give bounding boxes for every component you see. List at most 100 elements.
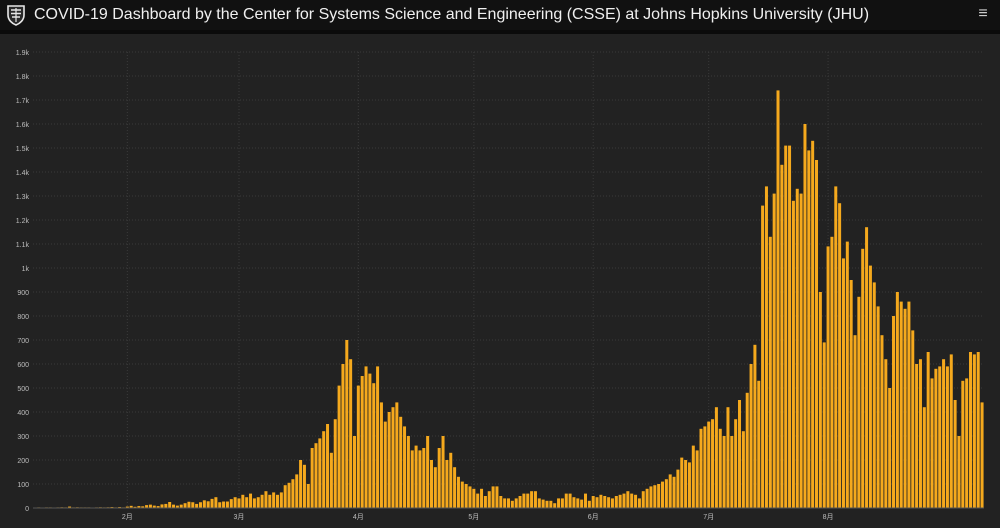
bar[interactable] (287, 482, 291, 508)
bar[interactable] (560, 498, 564, 508)
bar[interactable] (915, 364, 919, 508)
bar[interactable] (861, 248, 865, 509)
bar[interactable] (626, 491, 630, 508)
bar[interactable] (295, 474, 299, 508)
bar[interactable] (976, 352, 980, 508)
bar[interactable] (480, 488, 484, 508)
bar[interactable] (980, 402, 984, 508)
bar[interactable] (364, 366, 368, 508)
bar[interactable] (164, 503, 168, 508)
bar[interactable] (391, 407, 395, 508)
bar[interactable] (429, 460, 433, 508)
bar[interactable] (795, 188, 799, 509)
bar[interactable] (764, 186, 768, 508)
bar[interactable] (903, 308, 907, 508)
bar[interactable] (168, 502, 172, 508)
bar[interactable] (433, 467, 437, 508)
bar[interactable] (949, 354, 953, 508)
bar[interactable] (815, 160, 819, 508)
bar[interactable] (368, 373, 372, 508)
bar[interactable] (537, 498, 541, 508)
bar[interactable] (449, 452, 453, 508)
bar[interactable] (426, 436, 430, 508)
bar[interactable] (791, 200, 795, 509)
bar[interactable] (822, 342, 826, 508)
bar[interactable] (387, 412, 391, 508)
bar[interactable] (318, 438, 322, 508)
bar[interactable] (518, 496, 522, 508)
bar[interactable] (892, 316, 896, 508)
bar[interactable] (899, 301, 903, 508)
bar[interactable] (237, 498, 241, 508)
bar[interactable] (614, 496, 618, 508)
bar[interactable] (668, 474, 672, 508)
bar[interactable] (799, 193, 803, 508)
bar[interactable] (522, 493, 526, 508)
bar[interactable] (337, 385, 341, 508)
bar[interactable] (657, 484, 661, 508)
bar[interactable] (410, 450, 414, 508)
bar[interactable] (202, 500, 206, 508)
bar[interactable] (352, 436, 356, 508)
bar[interactable] (857, 296, 861, 508)
bar[interactable] (965, 378, 969, 508)
bar[interactable] (191, 502, 195, 508)
bar[interactable] (803, 124, 807, 508)
bar[interactable] (125, 506, 129, 508)
bar[interactable] (942, 359, 946, 508)
bar[interactable] (275, 494, 279, 508)
bar[interactable] (310, 448, 314, 508)
bar[interactable] (314, 443, 318, 508)
bar[interactable] (329, 452, 333, 508)
bar[interactable] (175, 505, 179, 508)
bar[interactable] (922, 407, 926, 508)
bar[interactable] (218, 502, 222, 508)
bar[interactable] (953, 400, 957, 508)
bar[interactable] (757, 380, 761, 508)
bar[interactable] (957, 436, 961, 508)
bar[interactable] (564, 493, 568, 508)
bar[interactable] (641, 491, 645, 508)
bar[interactable] (926, 352, 930, 508)
bar[interactable] (376, 366, 380, 508)
bar[interactable] (225, 501, 229, 508)
bar[interactable] (68, 506, 72, 508)
bar[interactable] (160, 504, 164, 508)
bar[interactable] (360, 376, 364, 508)
bar[interactable] (476, 493, 480, 508)
bar[interactable] (868, 265, 872, 508)
bar[interactable] (272, 492, 276, 508)
bar[interactable] (252, 498, 256, 508)
bar[interactable] (918, 359, 922, 508)
bar[interactable] (707, 421, 711, 508)
bar[interactable] (406, 436, 410, 508)
bar[interactable] (768, 236, 772, 509)
bar[interactable] (576, 498, 580, 508)
bar[interactable] (907, 301, 911, 508)
bar[interactable] (884, 359, 888, 508)
bar[interactable] (595, 497, 599, 508)
bar[interactable] (741, 431, 745, 508)
bar[interactable] (788, 145, 792, 508)
bar[interactable] (730, 436, 734, 508)
bar[interactable] (811, 140, 815, 509)
bar[interactable] (653, 485, 657, 508)
bar[interactable] (206, 501, 210, 508)
bar[interactable] (699, 428, 703, 508)
bar[interactable] (680, 457, 684, 508)
bar[interactable] (464, 484, 468, 508)
bar[interactable] (568, 493, 572, 508)
bar[interactable] (780, 164, 784, 509)
bar[interactable] (761, 205, 765, 508)
bar[interactable] (853, 335, 857, 508)
bar[interactable] (676, 469, 680, 508)
bar[interactable] (603, 496, 607, 508)
bar[interactable] (557, 498, 561, 508)
bar[interactable] (607, 497, 611, 508)
bar[interactable] (422, 448, 426, 508)
bar[interactable] (718, 428, 722, 508)
bar[interactable] (264, 491, 268, 508)
bar[interactable] (495, 486, 499, 508)
bar[interactable] (322, 431, 326, 508)
bar[interactable] (487, 491, 491, 508)
